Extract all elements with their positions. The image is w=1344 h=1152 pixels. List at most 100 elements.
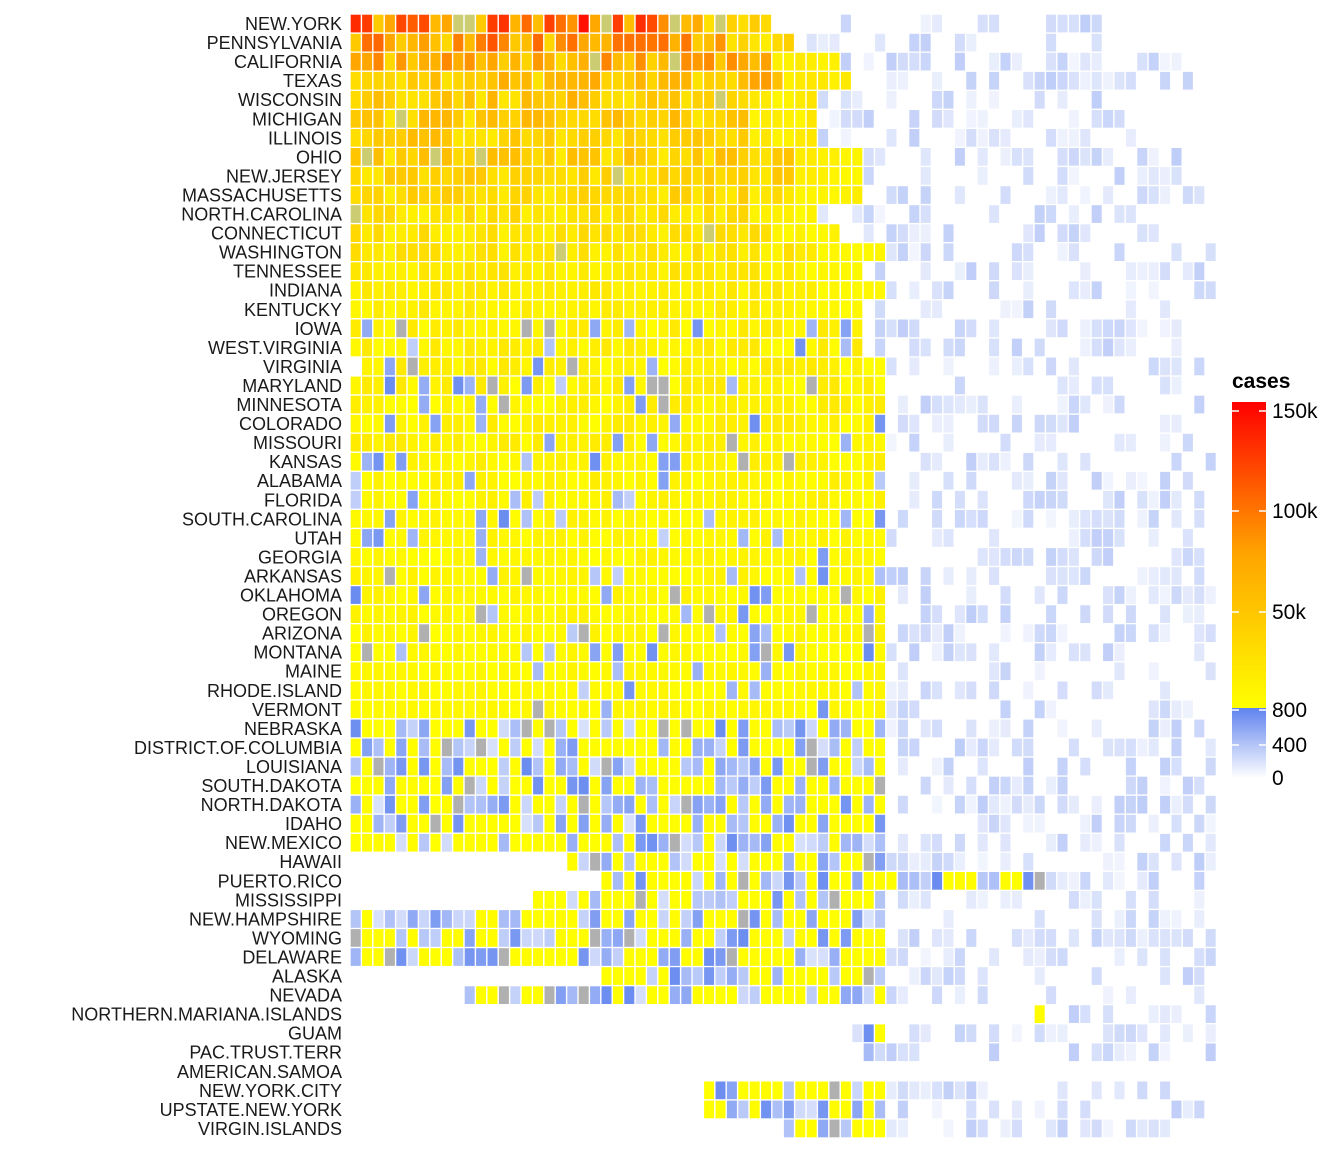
heatmap-tile xyxy=(464,224,475,242)
heatmap-tile xyxy=(897,700,908,719)
heatmap-tile xyxy=(669,929,680,947)
heatmap-tile xyxy=(555,376,566,395)
heatmap-tile xyxy=(407,414,418,433)
heatmap-tile xyxy=(840,929,851,947)
heatmap-tile xyxy=(966,90,977,109)
heatmap-tile xyxy=(932,852,943,871)
heatmap-tile xyxy=(989,567,1000,585)
heatmap-tile xyxy=(647,338,658,357)
heatmap-tile xyxy=(749,33,760,52)
heatmap-tile xyxy=(738,262,749,280)
heatmap-tile xyxy=(761,567,772,585)
heatmap-tile xyxy=(704,872,715,890)
heatmap-tile xyxy=(989,1100,1000,1119)
heatmap-tile xyxy=(544,567,555,585)
heatmap-tile xyxy=(521,624,532,642)
heatmap-tile xyxy=(407,795,418,814)
heatmap-tile xyxy=(886,224,897,242)
heatmap-tile xyxy=(384,490,395,509)
heatmap-tile xyxy=(510,243,521,261)
heatmap-tile xyxy=(510,148,521,166)
heatmap-tile xyxy=(384,776,395,795)
heatmap-tile xyxy=(943,1119,954,1138)
heatmap-tile xyxy=(441,605,452,623)
heatmap-tile xyxy=(795,490,806,509)
heatmap-tile xyxy=(1103,586,1114,604)
heatmap-tile xyxy=(624,910,635,928)
heatmap-tile xyxy=(715,567,726,585)
heatmap-tile xyxy=(373,129,384,147)
heatmap-tile xyxy=(795,1081,806,1100)
heatmap-tile xyxy=(681,433,692,452)
heatmap-tile xyxy=(852,948,863,966)
heatmap-tile xyxy=(829,910,840,928)
heatmap-tile xyxy=(1182,795,1193,814)
legend-tick-label: 800 xyxy=(1272,699,1307,722)
heatmap-tile xyxy=(544,605,555,623)
heatmap-tile xyxy=(897,414,908,433)
heatmap-tile xyxy=(829,1100,840,1119)
heatmap-tile xyxy=(396,662,407,681)
heatmap-tile xyxy=(1046,52,1057,71)
heatmap-tile xyxy=(544,586,555,604)
heatmap-tile xyxy=(521,510,532,528)
heatmap-tile xyxy=(362,167,373,185)
heatmap-tile xyxy=(761,929,772,947)
heatmap-tile xyxy=(612,948,623,966)
heatmap-tile xyxy=(441,224,452,242)
heatmap-tile xyxy=(875,700,886,719)
heatmap-tile xyxy=(555,605,566,623)
heatmap-tile xyxy=(647,605,658,623)
heatmap-tile xyxy=(419,795,430,814)
heatmap-tile xyxy=(544,71,555,90)
heatmap-tile xyxy=(1114,833,1125,852)
heatmap-tile xyxy=(590,376,601,395)
heatmap-tile xyxy=(362,433,373,452)
heatmap-tile xyxy=(1125,262,1136,280)
heatmap-tile xyxy=(1125,71,1136,90)
heatmap-tile xyxy=(795,338,806,357)
heatmap-tile xyxy=(612,529,623,547)
heatmap-tile xyxy=(909,224,920,242)
heatmap-tile xyxy=(510,948,521,966)
heatmap-tile xyxy=(373,662,384,681)
heatmap-tile xyxy=(761,110,772,128)
heatmap-tile xyxy=(350,910,361,928)
heatmap-tile xyxy=(875,1100,886,1119)
heatmap-tile xyxy=(1057,624,1068,642)
heatmap-tile xyxy=(1160,167,1171,185)
heatmap-tile xyxy=(533,814,544,833)
heatmap-tile xyxy=(498,186,509,204)
heatmap-tile xyxy=(749,776,760,795)
heatmap-tile xyxy=(487,357,498,376)
heatmap-tile xyxy=(795,71,806,90)
heatmap-tile xyxy=(384,948,395,966)
heatmap-tile xyxy=(1023,471,1034,490)
heatmap-tile xyxy=(350,624,361,642)
heatmap-tile xyxy=(453,224,464,242)
heatmap-tile xyxy=(487,681,498,700)
heatmap-tile xyxy=(715,891,726,909)
heatmap-tile xyxy=(658,281,669,300)
heatmap-tile xyxy=(476,948,487,966)
heatmap-tile xyxy=(407,376,418,395)
heatmap-tile xyxy=(1011,738,1022,757)
heatmap-tile xyxy=(715,90,726,109)
heatmap-tile xyxy=(692,471,703,490)
heatmap-tile xyxy=(681,319,692,338)
heatmap-tile xyxy=(533,567,544,585)
heatmap-tile xyxy=(521,719,532,738)
heatmap-tile xyxy=(1023,490,1034,509)
heatmap-tile xyxy=(852,662,863,681)
heatmap-tile xyxy=(1057,395,1068,414)
heatmap-tile xyxy=(658,757,669,776)
heatmap-tile xyxy=(601,338,612,357)
heatmap-tile xyxy=(487,14,498,33)
heatmap-tile xyxy=(852,986,863,1004)
heatmap-tile xyxy=(1011,891,1022,909)
heatmap-tile xyxy=(726,395,737,414)
heatmap-tile xyxy=(818,776,829,795)
heatmap-tile xyxy=(487,948,498,966)
heatmap-tile xyxy=(1194,910,1205,928)
heatmap-tile xyxy=(806,605,817,623)
